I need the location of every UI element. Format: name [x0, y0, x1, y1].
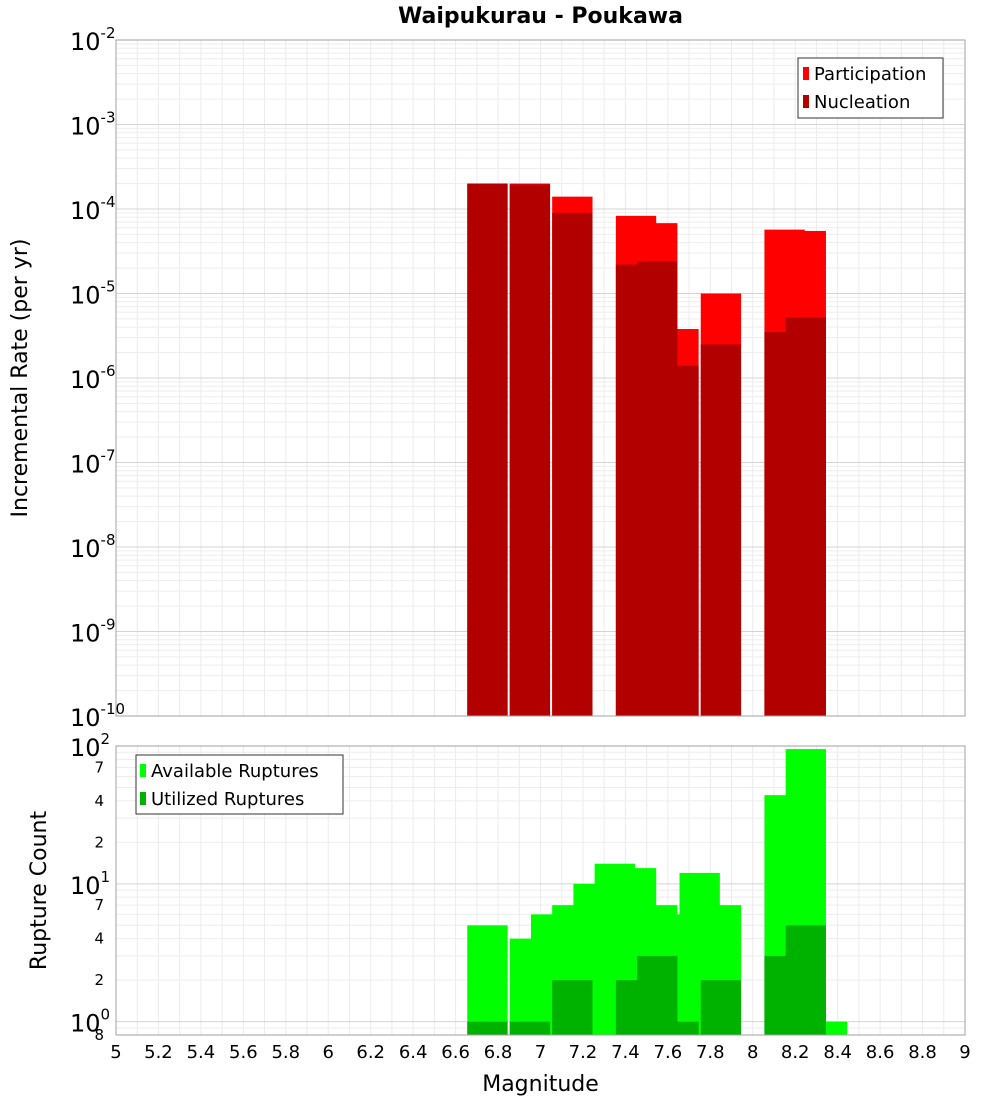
top-y-tick-label: 10-6: [70, 362, 116, 394]
legend-swatch: [140, 792, 146, 805]
bottom-y-tick-label: 4: [94, 930, 104, 948]
x-tick-label: 7.4: [611, 1042, 640, 1063]
top-y-tick-label: 10-5: [70, 278, 116, 310]
bottom-y-tick-label: 2: [94, 833, 104, 851]
x-tick-label: 6.4: [399, 1042, 428, 1063]
legend-label: Nucleation: [814, 92, 910, 113]
legend-label: Available Ruptures: [151, 761, 319, 782]
x-tick-label: 5.4: [187, 1042, 216, 1063]
top-y-tick-label: 10-3: [70, 109, 116, 141]
bottom-y-tick-label: 4: [94, 792, 104, 810]
legend-label: Participation: [814, 64, 926, 85]
bottom-y-tick-label: 100: [70, 1006, 110, 1038]
bottom-y-tick-label: 7: [94, 758, 104, 776]
x-tick-label: 8: [747, 1042, 758, 1063]
top-y-tick-label: 10-7: [70, 447, 116, 479]
x-tick-label: 8.4: [823, 1042, 852, 1063]
available-ruptures-bar: [467, 925, 508, 1035]
top-y-tick-label: 10-9: [70, 616, 116, 648]
bottom-y-tick-label: 102: [70, 730, 110, 762]
top-y-axis-label: Incremental Rate (per yr): [8, 239, 33, 518]
top-y-tick-label: 10-10: [70, 700, 125, 732]
top-y-tick-label: 10-4: [70, 193, 116, 225]
x-tick-label: 7.8: [696, 1042, 725, 1063]
utilized-ruptures-bar: [467, 1021, 508, 1035]
utilized-ruptures-bar: [509, 1021, 551, 1035]
top-y-tick-label: 10-2: [70, 24, 116, 56]
top-legend-box: [797, 57, 944, 119]
x-tick-label: 5: [110, 1042, 121, 1063]
x-tick-label: 9: [959, 1042, 970, 1063]
top-plot-bars: [467, 183, 826, 717]
top-y-tick-label: 10-8: [70, 531, 116, 563]
utilized-ruptures-bar: [552, 980, 593, 1035]
x-tick-label: 5.8: [271, 1042, 300, 1063]
x-tick-label: 8.6: [866, 1042, 895, 1063]
bottom-y-axis-label: Rupture Count: [27, 811, 52, 971]
bottom-legend-box: [135, 754, 344, 815]
nucleation-bar: [467, 183, 508, 716]
bottom-y-tick-label: 8: [94, 1026, 104, 1044]
legend-swatch: [140, 764, 146, 777]
x-tick-label: 8.8: [908, 1042, 937, 1063]
bottom-plot-frame: [115, 745, 966, 1036]
x-tick-label: 6.2: [356, 1042, 385, 1063]
utilized-ruptures-bar: [658, 1021, 699, 1035]
legend-swatch: [803, 95, 809, 108]
x-tick-label: 8.2: [781, 1042, 810, 1063]
nucleation-bar: [509, 184, 551, 717]
utilized-ruptures-bar: [700, 980, 742, 1035]
utilized-ruptures-bar: [785, 925, 826, 1035]
x-tick-label: 6.6: [441, 1042, 470, 1063]
chart-title: Waipukurau - Poukawa: [398, 4, 683, 29]
bottom-y-tick-label: 101: [70, 868, 110, 900]
bottom-plot-bars: [467, 749, 848, 1035]
top-plot-frame: [115, 39, 966, 717]
x-tick-label: 6: [323, 1042, 334, 1063]
x-tick-label: 6.8: [484, 1042, 513, 1063]
x-tick-label: 7.6: [654, 1042, 683, 1063]
x-tick-label: 7: [535, 1042, 546, 1063]
legend-label: Utilized Ruptures: [151, 789, 304, 810]
bottom-y-tick-label: 7: [94, 896, 104, 914]
legends: Participation Nucleation Available Rupture…: [135, 57, 944, 815]
nucleation-bar: [552, 212, 593, 716]
x-axis-label: Magnitude: [482, 1072, 599, 1097]
axis-labels: Waipukurau - Poukawa Incremental Rate (pe…: [8, 4, 971, 1097]
x-tick-label: 5.2: [144, 1042, 173, 1063]
bottom-y-tick-label: 2: [94, 971, 104, 989]
x-tick-label: 7.2: [569, 1042, 598, 1063]
nucleation-bar: [785, 317, 826, 716]
x-tick-label: 5.6: [229, 1042, 258, 1063]
legend-swatch: [803, 67, 809, 80]
nucleation-bar: [700, 344, 742, 716]
nucleation-bar: [658, 365, 699, 716]
